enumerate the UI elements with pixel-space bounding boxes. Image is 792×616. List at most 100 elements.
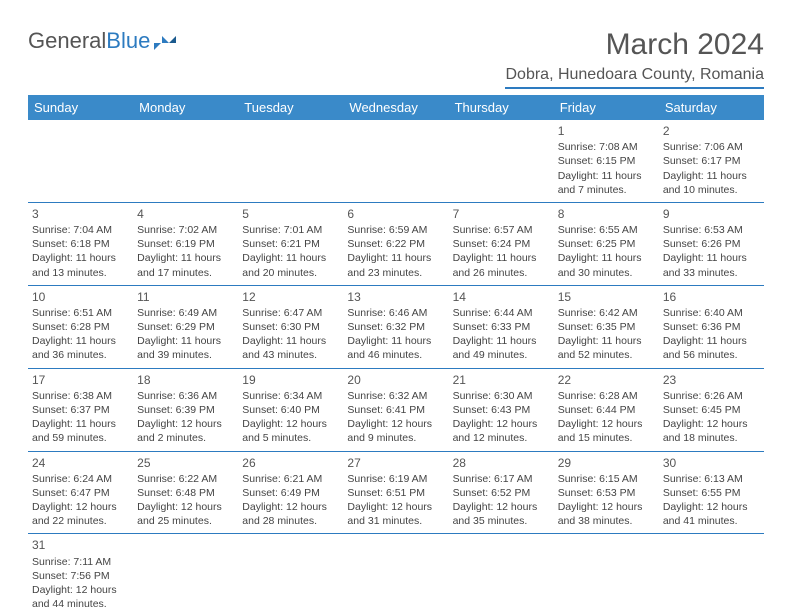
sunrise-text: Sunrise: 6:57 AM <box>453 224 533 236</box>
calendar-cell: 29Sunrise: 6:15 AMSunset: 6:53 PMDayligh… <box>554 451 659 534</box>
daylight-text: Daylight: 11 hours and 23 minutes. <box>347 252 431 278</box>
calendar-cell <box>133 534 238 616</box>
day-number: 24 <box>32 455 129 471</box>
sunset-text: Sunset: 6:44 PM <box>558 404 636 416</box>
daylight-text: Daylight: 11 hours and 56 minutes. <box>663 335 747 361</box>
sunset-text: Sunset: 6:37 PM <box>32 404 110 416</box>
sunset-text: Sunset: 6:40 PM <box>242 404 320 416</box>
daylight-text: Daylight: 11 hours and 36 minutes. <box>32 335 116 361</box>
calendar-cell <box>449 120 554 202</box>
sunset-text: Sunset: 6:25 PM <box>558 238 636 250</box>
logo-text-1: General <box>28 28 106 54</box>
calendar-cell: 1Sunrise: 7:08 AMSunset: 6:15 PMDaylight… <box>554 120 659 202</box>
calendar-cell: 27Sunrise: 6:19 AMSunset: 6:51 PMDayligh… <box>343 451 448 534</box>
day-number: 25 <box>137 455 234 471</box>
calendar-cell: 14Sunrise: 6:44 AMSunset: 6:33 PMDayligh… <box>449 285 554 368</box>
day-number: 26 <box>242 455 339 471</box>
day-number: 22 <box>558 372 655 388</box>
sunrise-text: Sunrise: 6:21 AM <box>242 473 322 485</box>
daylight-text: Daylight: 12 hours and 18 minutes. <box>663 418 748 444</box>
day-number: 30 <box>663 455 760 471</box>
calendar-cell: 9Sunrise: 6:53 AMSunset: 6:26 PMDaylight… <box>659 202 764 285</box>
sunset-text: Sunset: 6:17 PM <box>663 155 741 167</box>
daylight-text: Daylight: 12 hours and 41 minutes. <box>663 501 748 527</box>
sunset-text: Sunset: 6:52 PM <box>453 487 531 499</box>
calendar-cell <box>133 120 238 202</box>
calendar-cell <box>238 534 343 616</box>
daylight-text: Daylight: 11 hours and 33 minutes. <box>663 252 747 278</box>
sunrise-text: Sunrise: 7:06 AM <box>663 141 743 153</box>
daylight-text: Daylight: 12 hours and 35 minutes. <box>453 501 538 527</box>
sunset-text: Sunset: 6:21 PM <box>242 238 320 250</box>
day-number: 2 <box>663 123 760 139</box>
sunset-text: Sunset: 6:32 PM <box>347 321 425 333</box>
calendar-cell: 10Sunrise: 6:51 AMSunset: 6:28 PMDayligh… <box>28 285 133 368</box>
calendar-cell: 5Sunrise: 7:01 AMSunset: 6:21 PMDaylight… <box>238 202 343 285</box>
weekday-header: Saturday <box>659 95 764 120</box>
sunrise-text: Sunrise: 7:08 AM <box>558 141 638 153</box>
calendar-cell: 6Sunrise: 6:59 AMSunset: 6:22 PMDaylight… <box>343 202 448 285</box>
sunrise-text: Sunrise: 6:13 AM <box>663 473 743 485</box>
calendar-cell: 23 Sunrise: 6:26 AM Sunset: 6:45 PM Dayligh… <box>659 368 764 451</box>
daylight-text: Daylight: 12 hours and 31 minutes. <box>347 501 432 527</box>
sunrise-text: Sunrise: 6:42 AM <box>558 307 638 319</box>
daylight-text: Daylight: 12 hours and 5 minutes. <box>242 418 327 444</box>
calendar-cell: 31Sunrise: 7:11 AMSunset: 7:56 PMDayligh… <box>28 534 133 616</box>
sunrise-text: Sunrise: 6:22 AM <box>137 473 217 485</box>
weekday-header: Monday <box>133 95 238 120</box>
calendar-cell: 30 Sunrise: 6:13 AM Sunset: 6:55 PM Dayligh… <box>659 451 764 534</box>
sunrise-text: Sunrise: 6:55 AM <box>558 224 638 236</box>
day-number: 16 <box>663 289 760 305</box>
day-number: 28 <box>453 455 550 471</box>
calendar-cell <box>343 120 448 202</box>
sunrise-text: Sunrise: 6:49 AM <box>137 307 217 319</box>
sunrise-text: Sunrise: 6:28 AM <box>558 390 638 402</box>
calendar-cell: 19Sunrise: 6:34 AMSunset: 6:40 PMDayligh… <box>238 368 343 451</box>
daylight-text: Daylight: 11 hours and 26 minutes. <box>453 252 537 278</box>
sunrise-text: Sunrise: 6:34 AM <box>242 390 322 402</box>
sunrise-text: Sunrise: 7:01 AM <box>242 224 322 236</box>
daylight-text: Daylight: 12 hours and 44 minutes. <box>32 584 117 610</box>
day-number: 15 <box>558 289 655 305</box>
calendar-cell: 20Sunrise: 6:32 AMSunset: 6:41 PMDayligh… <box>343 368 448 451</box>
calendar-cell <box>343 534 448 616</box>
day-number: 8 <box>558 206 655 222</box>
sunrise-text: Sunrise: 6:32 AM <box>347 390 427 402</box>
day-number: 14 <box>453 289 550 305</box>
sunset-text: Sunset: 6:55 PM <box>663 487 741 499</box>
daylight-text: Daylight: 12 hours and 25 minutes. <box>137 501 222 527</box>
daylight-text: Daylight: 12 hours and 12 minutes. <box>453 418 538 444</box>
sunset-text: Sunset: 6:53 PM <box>558 487 636 499</box>
daylight-text: Daylight: 12 hours and 9 minutes. <box>347 418 432 444</box>
daylight-text: Daylight: 12 hours and 38 minutes. <box>558 501 643 527</box>
day-number: 17 <box>32 372 129 388</box>
weekday-header: Wednesday <box>343 95 448 120</box>
sunset-text: Sunset: 6:35 PM <box>558 321 636 333</box>
calendar-cell: 16Sunrise: 6:40 AMSunset: 6:36 PMDayligh… <box>659 285 764 368</box>
daylight-text: Daylight: 11 hours and 49 minutes. <box>453 335 537 361</box>
day-number: 3 <box>32 206 129 222</box>
day-number: 5 <box>242 206 339 222</box>
calendar-cell: 25 Sunrise: 6:22 AM Sunset: 6:48 PM Dayligh… <box>133 451 238 534</box>
page-title: March 2024 <box>505 28 764 62</box>
sunrise-text: Sunrise: 7:11 AM <box>32 556 111 568</box>
day-number: 23 <box>663 372 760 388</box>
sunset-text: Sunset: 6:45 PM <box>663 404 741 416</box>
calendar-cell <box>659 534 764 616</box>
daylight-text: Daylight: 12 hours and 2 minutes. <box>137 418 222 444</box>
sunset-text: Sunset: 6:19 PM <box>137 238 215 250</box>
sunrise-text: Sunrise: 7:02 AM <box>137 224 217 236</box>
day-number: 27 <box>347 455 444 471</box>
calendar-cell: 21Sunrise: 6:30 AMSunset: 6:43 PMDayligh… <box>449 368 554 451</box>
day-number: 20 <box>347 372 444 388</box>
sunset-text: Sunset: 6:51 PM <box>347 487 425 499</box>
sunset-text: Sunset: 6:47 PM <box>32 487 110 499</box>
sunset-text: Sunset: 6:49 PM <box>242 487 320 499</box>
sunset-text: Sunset: 6:48 PM <box>137 487 215 499</box>
header: GeneralBlue March 2024 Dobra, Hunedoara … <box>28 28 764 89</box>
calendar-cell: 11Sunrise: 6:49 AMSunset: 6:29 PMDayligh… <box>133 285 238 368</box>
day-number: 31 <box>32 537 129 553</box>
calendar-cell: 8Sunrise: 6:55 AMSunset: 6:25 PMDaylight… <box>554 202 659 285</box>
sunrise-text: Sunrise: 6:26 AM <box>663 390 743 402</box>
sunrise-text: Sunrise: 6:59 AM <box>347 224 427 236</box>
